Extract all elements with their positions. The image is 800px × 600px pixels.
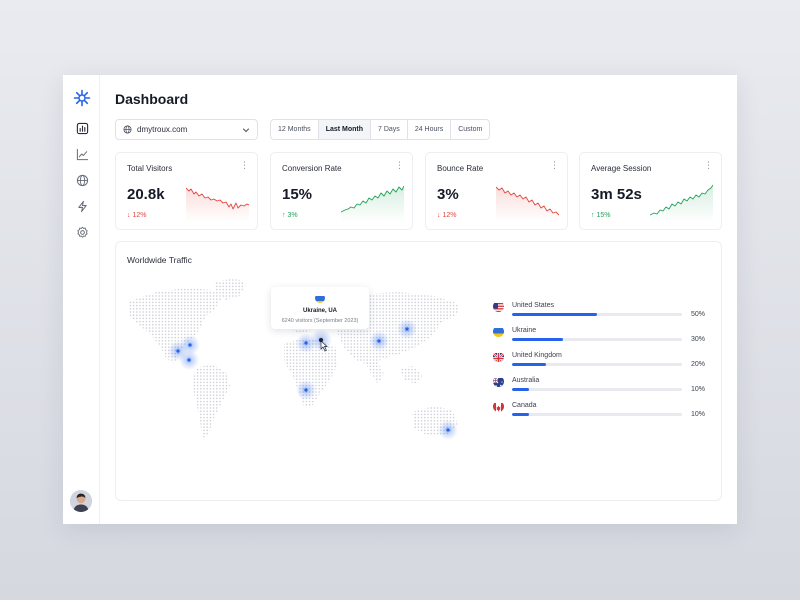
flag-gb-icon	[493, 351, 504, 362]
country-bar-fill	[512, 413, 529, 416]
tab-7-days[interactable]: 7 Days	[371, 120, 408, 139]
gear-icon	[76, 226, 88, 238]
tab-custom[interactable]: Custom	[458, 126, 483, 133]
bar-chart-icon	[76, 122, 88, 134]
tooltip-detail: 6240 visitors (September 2023)	[281, 318, 359, 324]
page-title: Dashboard	[115, 91, 189, 107]
sparkline-average-session	[650, 184, 713, 222]
sparkline-bounce-rate	[496, 186, 559, 222]
country-bar-fill	[512, 363, 546, 366]
sparkline-total-visitors	[186, 187, 249, 222]
card-average-session: Average Session ⋮ 3m 52s ↑ 15%	[579, 152, 722, 230]
card-value: 15%	[282, 186, 313, 203]
card-delta: ↑ 3%	[282, 212, 298, 219]
country-percent: 10%	[690, 411, 705, 418]
date-range-tabs: 12 Months Last Month 7 Days 24 Hours Cus…	[270, 119, 491, 140]
more-icon[interactable]: ⋮	[550, 160, 559, 170]
card-title: Bounce Rate	[437, 164, 484, 173]
card-title: Conversion Rate	[282, 164, 342, 173]
arrow-down-icon: ↓	[127, 212, 131, 219]
tab-24-hours[interactable]: 24 Hours	[408, 120, 452, 139]
sidebar-item-activity[interactable]	[73, 197, 91, 215]
country-bar-fill	[512, 338, 563, 341]
country-bar-fill	[512, 313, 597, 316]
country-name: Australia	[512, 377, 540, 384]
sidebar	[63, 75, 100, 524]
tab-12-months[interactable]: 12 Months	[271, 120, 319, 139]
list-item-australia[interactable]: Australia 10%	[493, 376, 705, 396]
map-tooltip: Ukraine, UA 6240 visitors (September 202…	[271, 287, 369, 329]
globe-icon	[76, 174, 88, 186]
flag-ua-icon	[315, 293, 325, 303]
more-icon[interactable]: ⋮	[240, 160, 249, 170]
card-total-visitors: Total Visitors ⋮ 20.8k ↓ 12%	[115, 152, 258, 230]
card-delta: ↓ 12%	[437, 212, 457, 219]
list-item-ukraine[interactable]: Ukraine 30%	[493, 326, 705, 346]
tab-last-month[interactable]: Last Month	[318, 120, 372, 139]
card-value: 3%	[437, 186, 459, 203]
site-select[interactable]: dmytroux.com	[115, 119, 258, 140]
card-conversion-rate: Conversion Rate ⋮ 15% ↑ 3%	[270, 152, 413, 230]
country-name: Canada	[512, 402, 537, 409]
country-name: Ukraine	[512, 327, 537, 334]
card-delta: ↓ 12%	[127, 212, 147, 219]
sidebar-item-settings[interactable]	[73, 223, 91, 241]
country-bar-fill	[512, 388, 529, 391]
lightning-icon	[77, 200, 87, 212]
arrow-down-icon: ↓	[437, 212, 441, 219]
sparkline-conversion-rate	[341, 185, 404, 222]
flag-ca-icon	[493, 401, 504, 412]
card-title: Average Session	[591, 164, 652, 173]
more-icon[interactable]: ⋮	[395, 160, 404, 170]
line-chart-icon	[76, 148, 88, 160]
traffic-hotspots	[168, 319, 458, 440]
country-bar	[512, 338, 682, 341]
list-item-united-kingdom[interactable]: United Kingdom 20%	[493, 351, 705, 371]
dashboard-window: Dashboard dmytroux.com 12 Months Last Mo…	[63, 75, 737, 524]
chevron-down-icon	[243, 128, 249, 133]
country-bar	[512, 388, 682, 391]
panel-title: Worldwide Traffic	[127, 255, 192, 265]
list-item-united-states[interactable]: United States 50%	[493, 301, 705, 321]
tooltip-country: Ukraine, UA	[302, 308, 337, 314]
country-percent: 50%	[690, 311, 705, 318]
arrow-up-icon: ↑	[282, 212, 286, 219]
arrow-up-icon: ↑	[591, 212, 595, 219]
sidebar-item-overview[interactable]	[73, 119, 91, 137]
card-value: 20.8k	[127, 186, 165, 203]
more-icon[interactable]: ⋮	[704, 160, 713, 170]
site-select-value: dmytroux.com	[137, 125, 188, 134]
list-item-canada[interactable]: Canada 10%	[493, 401, 705, 421]
country-percent: 20%	[690, 361, 705, 368]
country-name: United Kingdom	[512, 352, 562, 359]
country-bar	[512, 363, 682, 366]
flag-ua-icon	[493, 326, 504, 337]
avatar[interactable]	[70, 490, 92, 512]
globe-icon	[123, 125, 132, 134]
country-percent: 10%	[690, 386, 705, 393]
worldwide-traffic-panel: Worldwide Traffic	[115, 241, 722, 501]
cursor-icon	[320, 340, 328, 352]
card-bounce-rate: Bounce Rate ⋮ 3% ↓ 12%	[425, 152, 568, 230]
country-bar	[512, 413, 682, 416]
card-value: 3m 52s	[591, 186, 642, 203]
card-delta: ↑ 15%	[591, 212, 611, 219]
country-percent: 30%	[690, 336, 705, 343]
flag-us-icon	[493, 301, 504, 312]
logo-icon[interactable]	[72, 88, 92, 108]
sidebar-item-world[interactable]	[73, 171, 91, 189]
card-title: Total Visitors	[127, 164, 173, 173]
country-name: United States	[512, 302, 555, 309]
flag-au-icon	[493, 376, 504, 387]
sidebar-item-trends[interactable]	[73, 145, 91, 163]
country-bar	[512, 313, 682, 316]
